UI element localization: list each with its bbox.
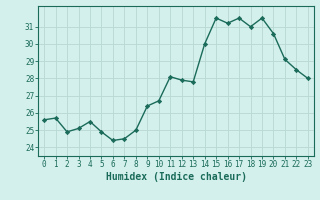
- X-axis label: Humidex (Indice chaleur): Humidex (Indice chaleur): [106, 172, 246, 182]
